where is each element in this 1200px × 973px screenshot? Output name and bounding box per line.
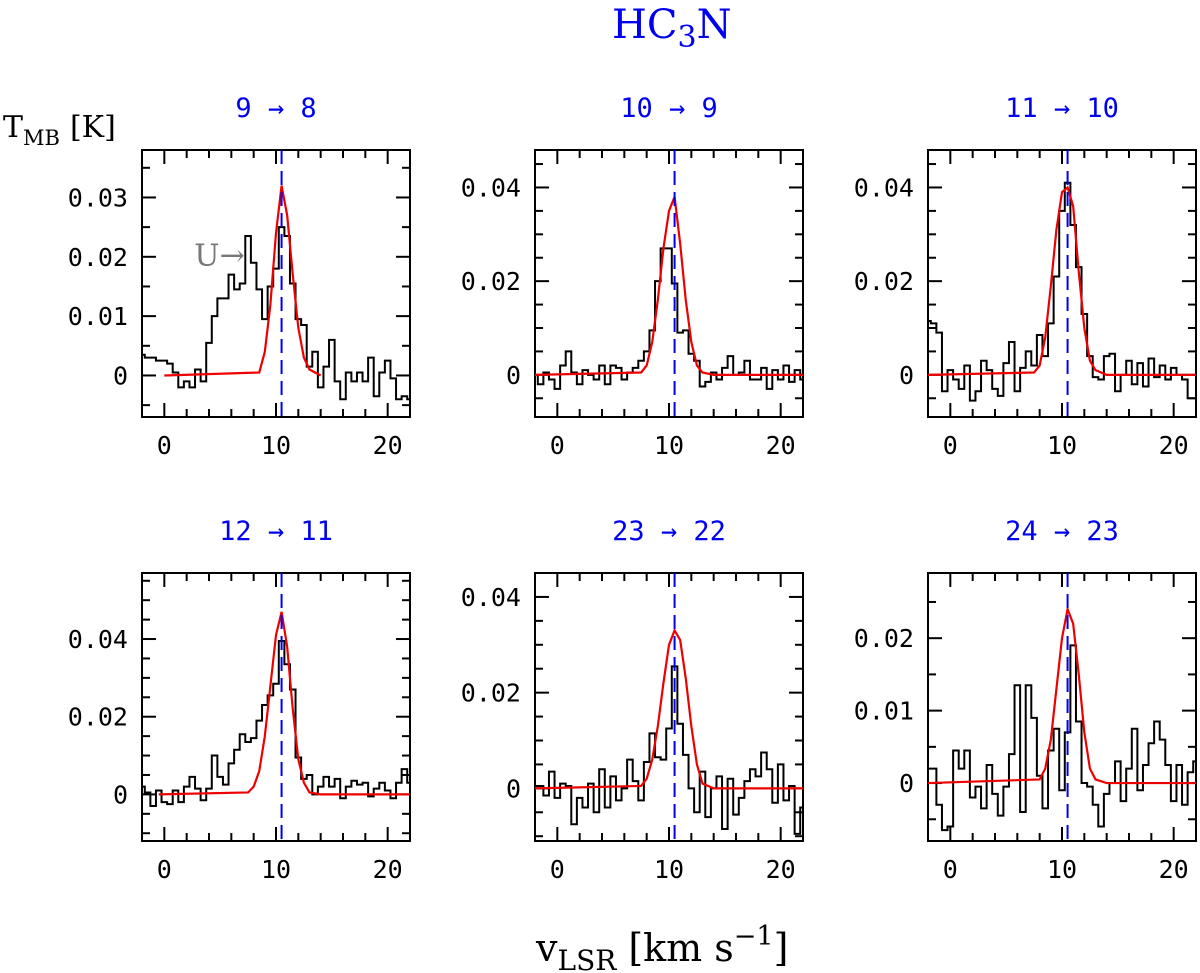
x-axis-label: vLSR [km s−1]: [535, 921, 788, 973]
observed-spectrum: [928, 181, 1196, 402]
x-tick-label: 20: [1159, 431, 1189, 460]
panel-title: 10 → 9: [620, 93, 718, 124]
fit-curve: [535, 196, 803, 376]
observed-spectrum: [142, 639, 410, 808]
x-tick-label: 20: [766, 431, 796, 460]
x-tick-label: 10: [261, 431, 291, 460]
y-tick-label: 0: [506, 361, 521, 390]
panel-title: 9 → 8: [235, 93, 316, 124]
y-tick-label: 0.04: [854, 173, 914, 202]
x-tick-label: 10: [654, 855, 684, 884]
y-tick-label: 0: [113, 361, 128, 390]
panel-1: 9 → 8 0 10 20 0 0.01 0.02 0.03 U→: [68, 93, 411, 460]
x-tick-label: 20: [1159, 855, 1189, 884]
panel-title: 11 → 10: [1005, 93, 1119, 124]
y-tick-label: 0: [506, 774, 521, 803]
panel-title: 24 → 23: [1005, 516, 1119, 547]
x-tick-label: 0: [943, 855, 958, 884]
fit-curve: [535, 627, 803, 790]
y-axis-label: TMB [K]: [3, 110, 116, 150]
fit-curve: [928, 185, 1196, 376]
x-tick-label: 10: [1047, 855, 1077, 884]
x-tick-label: 0: [550, 431, 565, 460]
x-tick-label: 0: [157, 431, 172, 460]
fit-curve: [158, 611, 410, 796]
observed-spectrum: [535, 247, 803, 390]
x-tick-label: 0: [550, 855, 565, 884]
x-tick-label: 20: [373, 855, 403, 884]
x-tick-label: 0: [157, 855, 172, 884]
y-tick-label: 0: [899, 361, 914, 390]
y-tick-label: 0: [113, 780, 128, 809]
y-tick-label: 0.04: [461, 173, 521, 202]
y-tick-label: 0.04: [461, 583, 521, 612]
y-tick-label: 0.01: [68, 302, 128, 331]
x-tick-label: 10: [654, 431, 684, 460]
y-tick-label: 0.02: [854, 267, 914, 296]
y-tick-label: 0.02: [68, 703, 128, 732]
panel-3: 11 → 10 0 10 20 0 0.02 0.04: [854, 93, 1197, 460]
panel-6: 24 → 23 0 10 20 0 0.01 0.02: [854, 516, 1197, 884]
x-tick-label: 20: [766, 855, 796, 884]
plot-frame: [141, 149, 411, 418]
panel-5: 23 → 22 0 10 20 0 0.02 0.04: [461, 516, 804, 884]
plot-frame: [141, 572, 411, 842]
plot-frame: [534, 149, 804, 418]
x-tick-label: 10: [261, 855, 291, 884]
x-tick-label: 20: [373, 431, 403, 460]
y-tick-label: 0.04: [68, 625, 128, 654]
panel-4: 12 → 11 0 10 20 0 0.02 0.04: [68, 516, 411, 884]
fit-curve: [164, 185, 322, 377]
panel-title: 23 → 22: [612, 516, 726, 547]
panel-title: 12 → 11: [219, 516, 333, 547]
plot-frame: [534, 572, 804, 842]
y-tick-label: 0.03: [68, 183, 128, 212]
x-tick-label: 0: [943, 431, 958, 460]
y-tick-label: 0.01: [854, 697, 914, 726]
panel-2: 10 → 9 0 10 20 0 0.02 0.04: [461, 93, 804, 460]
plot-frame: [927, 572, 1197, 842]
unidentified-line-annotation: U→: [194, 239, 244, 274]
observed-spectrum: [142, 226, 410, 401]
figure-title: HC3N: [612, 2, 732, 55]
spectrum-panels: 9 → 8 0 10 20 0 0.01 0.02 0.03 U→ 10 → 9 0 10 20 0 0.0…: [68, 93, 1197, 884]
y-tick-label: 0.02: [854, 624, 914, 653]
y-tick-label: 0.02: [461, 679, 521, 708]
y-tick-label: 0.02: [461, 267, 521, 296]
y-tick-label: 0.02: [68, 243, 128, 272]
observed-spectrum: [928, 644, 1196, 832]
x-tick-label: 10: [1047, 431, 1077, 460]
observed-spectrum: [535, 665, 803, 835]
y-tick-label: 0: [899, 769, 914, 798]
fit-curve: [928, 605, 1196, 785]
